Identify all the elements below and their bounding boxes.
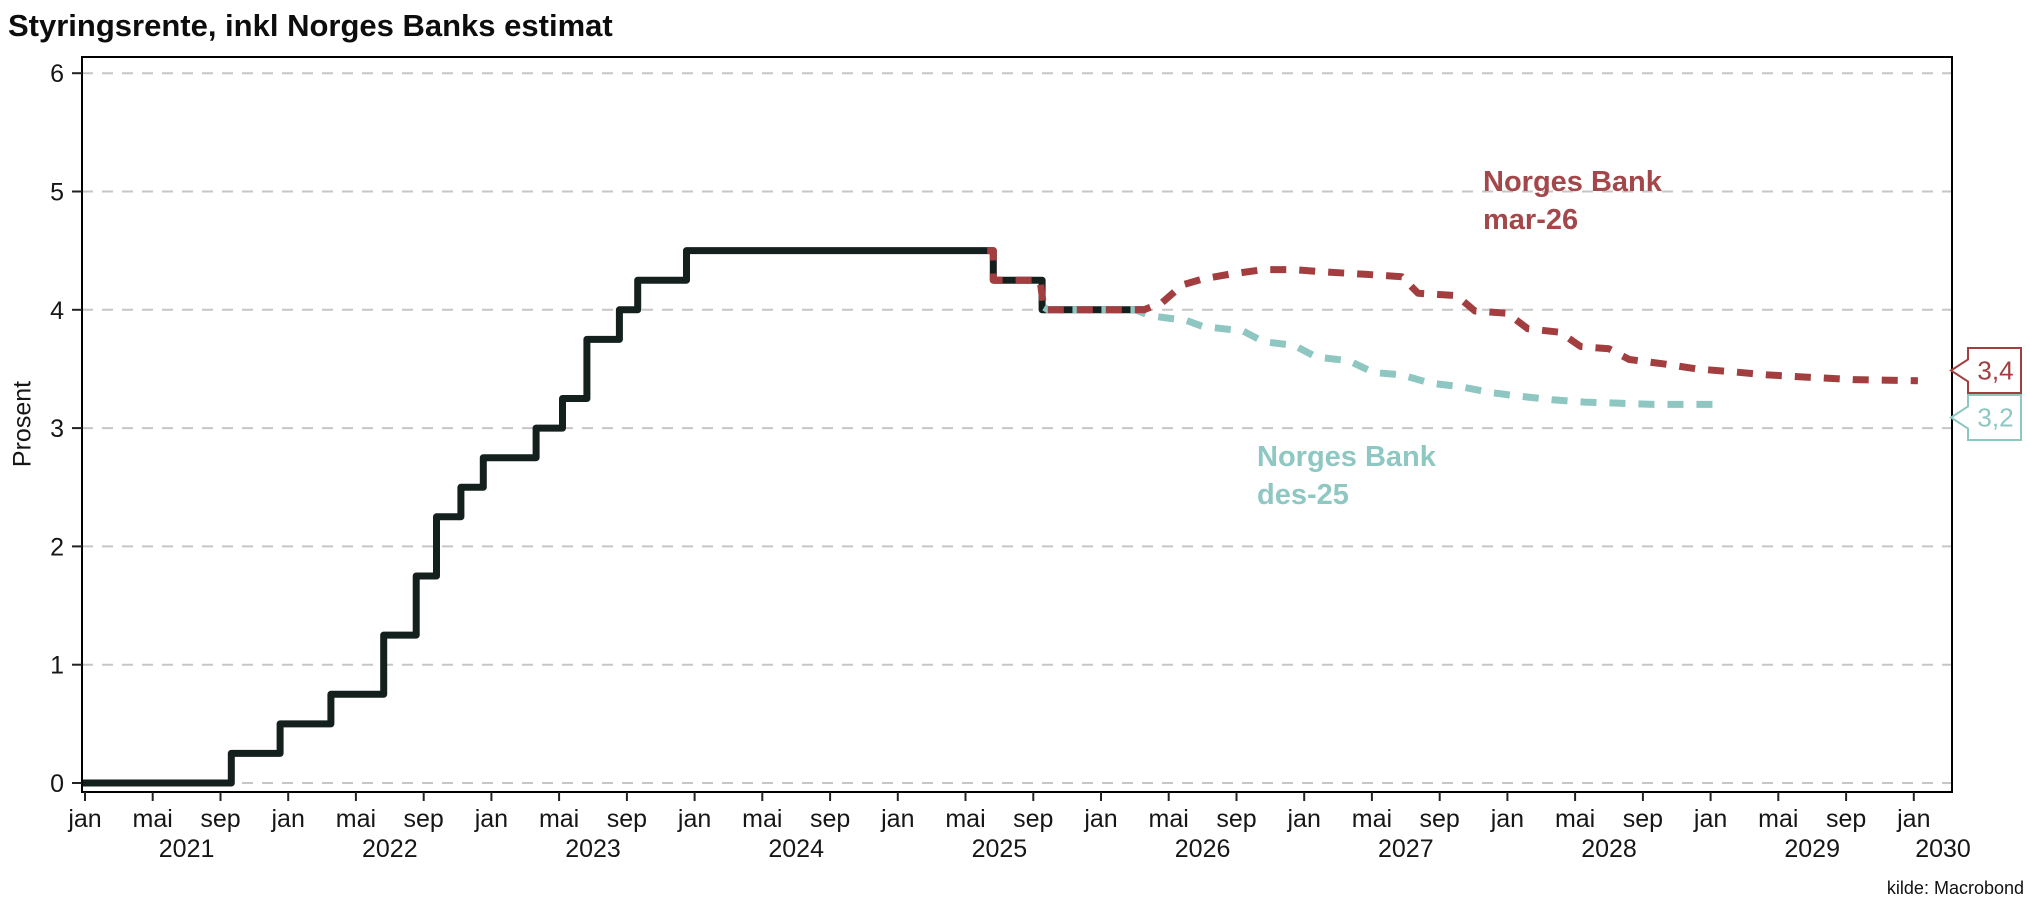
x-month-label-mai-2026: mai bbox=[1149, 805, 1189, 833]
callout-bubble-3_4 bbox=[1949, 347, 2022, 394]
x-month-label-sep-2025: sep bbox=[1013, 805, 1053, 833]
y-tick-label-4: 4 bbox=[50, 297, 64, 325]
y-tick-label-0: 0 bbox=[50, 770, 64, 798]
x-month-label-jan-2021: jan bbox=[67, 805, 101, 833]
x-month-label-jan-2026: jan bbox=[1083, 805, 1117, 833]
chart-title: Styringsrente, inkl Norges Banks estimat bbox=[8, 8, 613, 43]
x-month-label-jan-2028: jan bbox=[1490, 805, 1524, 833]
x-month-label-jan-2023: jan bbox=[474, 805, 508, 833]
y-tick-label-6: 6 bbox=[50, 60, 64, 88]
x-month-label-mai-2028: mai bbox=[1555, 805, 1595, 833]
series-styringsrente bbox=[82, 247, 1144, 787]
source-credit: kilde: Macrobond bbox=[1886, 878, 2024, 898]
x-year-label-2028: 2028 bbox=[1581, 835, 1637, 863]
x-month-label-mai-2021: mai bbox=[133, 805, 173, 833]
x-month-label-mai-2022: mai bbox=[336, 805, 376, 833]
x-month-label-mai-2027: mai bbox=[1352, 805, 1392, 833]
x-year-label-2029: 2029 bbox=[1784, 835, 1840, 863]
x-month-label-sep-2028: sep bbox=[1623, 805, 1663, 833]
x-month-label-sep-2026: sep bbox=[1216, 805, 1256, 833]
x-month-label-jan-2024: jan bbox=[677, 805, 711, 833]
annotation-mar26-line1: Norges Bank bbox=[1483, 166, 1662, 198]
x-year-label-2024: 2024 bbox=[768, 835, 824, 863]
annotation-mar26-line2: mar-26 bbox=[1483, 204, 1579, 236]
callout-value-3_4: 3,4 bbox=[1977, 356, 2013, 386]
x-month-label-sep-2024: sep bbox=[810, 805, 850, 833]
y-axis-title: Prosent bbox=[8, 380, 37, 468]
x-month-label-jan-2027: jan bbox=[1287, 805, 1321, 833]
x-month-label-sep-2027: sep bbox=[1420, 805, 1460, 833]
x-month-label-jan-2022: jan bbox=[271, 805, 305, 833]
series-nb-mar-26 bbox=[987, 247, 1918, 385]
x-month-label-mai-2023: mai bbox=[539, 805, 579, 833]
y-tick-label-1: 1 bbox=[50, 652, 64, 680]
series-nb-des-25 bbox=[1042, 304, 1715, 408]
annotation-des25-line1: Norges Bank bbox=[1257, 441, 1436, 473]
x-year-label-2023: 2023 bbox=[565, 835, 621, 863]
x-month-label-mai-2029: mai bbox=[1758, 805, 1798, 833]
x-month-label-jan-2030: jan bbox=[1896, 805, 1930, 833]
callout-bubble-3_2 bbox=[1949, 394, 2022, 441]
x-year-label-2026: 2026 bbox=[1175, 835, 1231, 863]
x-year-label-2021: 2021 bbox=[159, 835, 215, 863]
x-month-label-jan-2029: jan bbox=[1693, 805, 1727, 833]
annotation-norges-bank-des25: Norges Bank des-25 bbox=[1257, 438, 1436, 514]
plot-border bbox=[81, 56, 1953, 793]
x-month-label-mai-2025: mai bbox=[945, 805, 985, 833]
y-tick-label-2: 2 bbox=[50, 533, 64, 561]
x-month-label-sep-2021: sep bbox=[200, 805, 240, 833]
x-year-label-2027: 2027 bbox=[1378, 835, 1434, 863]
x-month-label-sep-2029: sep bbox=[1826, 805, 1866, 833]
x-month-label-mai-2024: mai bbox=[742, 805, 782, 833]
annotation-des25-line2: des-25 bbox=[1257, 479, 1349, 511]
y-tick-label-5: 5 bbox=[50, 179, 64, 207]
x-year-label-2030: 2030 bbox=[1915, 835, 1971, 863]
x-month-label-sep-2022: sep bbox=[404, 805, 444, 833]
x-year-label-2022: 2022 bbox=[362, 835, 418, 863]
callout-value-3_2: 3,2 bbox=[1977, 403, 2013, 433]
x-month-label-jan-2025: jan bbox=[880, 805, 914, 833]
annotation-norges-bank-mar26: Norges Bank mar-26 bbox=[1483, 163, 1662, 239]
y-tick-label-3: 3 bbox=[50, 415, 64, 443]
x-month-label-sep-2023: sep bbox=[607, 805, 647, 833]
x-year-label-2025: 2025 bbox=[972, 835, 1028, 863]
